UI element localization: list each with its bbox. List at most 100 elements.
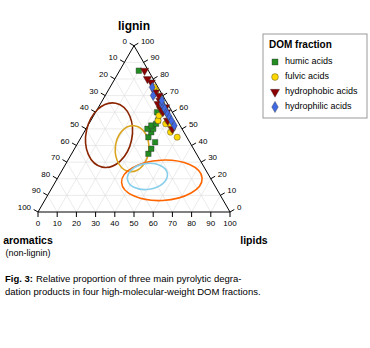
tick (38, 212, 39, 217)
tick (110, 76, 114, 79)
legend-marker (272, 74, 279, 81)
tick-label: 30 (208, 153, 217, 162)
right-axis-line (134, 46, 230, 212)
tick-label: 100 (223, 219, 237, 228)
grid-line (86, 128, 182, 129)
left-axis: 0 102030405060708090100 (18, 37, 134, 212)
point (146, 134, 151, 139)
tick (53, 176, 57, 179)
ellipse (80, 98, 139, 171)
grid-line (76, 79, 153, 212)
tick (230, 212, 231, 217)
point (143, 77, 151, 84)
left-axis-line (38, 46, 134, 212)
tick-label: 40 (80, 103, 89, 112)
legend-label: hydrophilic acids (285, 101, 352, 111)
legend-label: fulvic acids (285, 71, 330, 81)
tick-label: 20 (99, 70, 108, 79)
point (159, 95, 165, 105)
caption: Relative proportion of three main pyroly… (36, 273, 241, 284)
tick (182, 126, 186, 128)
tick (76, 212, 77, 217)
tick (34, 210, 38, 213)
grid-line (115, 112, 173, 212)
plot-area (80, 68, 203, 203)
ellipse (121, 158, 204, 202)
tick (62, 160, 66, 163)
tick-label: 10 (53, 219, 62, 228)
tick-label: 0 (36, 219, 41, 228)
ellipse (126, 161, 170, 192)
tick-label: 70 (168, 219, 177, 228)
series (136, 68, 161, 157)
axis-title: lipids (240, 234, 268, 246)
caption-label: Fig. 3: (5, 273, 33, 284)
grid-line (57, 62, 143, 212)
tick-label: 40 (199, 137, 208, 146)
tick-label: 10 (109, 53, 118, 62)
tick-label: 0 (237, 203, 242, 212)
tick-label: 70 (51, 153, 60, 162)
legend-label: hydrophobic acids (285, 86, 358, 96)
tick (43, 193, 47, 196)
tick (57, 212, 58, 217)
series (140, 68, 176, 133)
tick (134, 43, 138, 46)
ellipse (113, 124, 150, 173)
legend: DOM fraction humic acids fulvic acids hydro… (263, 34, 367, 118)
grid (48, 62, 221, 212)
grid-line (105, 96, 172, 212)
grid-line (67, 162, 96, 212)
series (149, 82, 177, 130)
legend-marker (270, 89, 279, 97)
tick (120, 60, 124, 63)
legend-box (263, 34, 367, 118)
tick-label: 100 (18, 203, 32, 212)
point (149, 82, 155, 92)
legend-label: humic acids (285, 56, 333, 66)
tick (101, 93, 105, 96)
tick-label: 90 (32, 186, 41, 195)
legend-marker (272, 101, 278, 112)
tick-label: 80 (41, 170, 50, 179)
tick (82, 126, 86, 128)
tick (95, 212, 96, 217)
legend-title: DOM fraction (269, 39, 332, 50)
caption: dation products in four high-molecular-w… (5, 286, 261, 297)
tick (172, 110, 176, 113)
tick-label: 50 (130, 219, 139, 228)
tick-label: 90 (206, 219, 215, 228)
point (174, 134, 180, 140)
grid-line (124, 62, 143, 63)
tick-label: 0 (123, 37, 128, 46)
tick (172, 212, 173, 217)
tick (72, 143, 76, 146)
right-axis: 0102030405060708090100 (134, 37, 242, 212)
tick (211, 176, 215, 179)
axis-title: aromatics (3, 234, 53, 246)
tick-label: 10 (227, 186, 236, 195)
tick (130, 43, 134, 46)
tick (230, 210, 234, 213)
tick (210, 212, 211, 217)
chart: 0102030405060708090100010203040506070809… (0, 0, 370, 348)
tick (114, 212, 115, 217)
tick (144, 60, 148, 63)
tick-label: 30 (89, 87, 98, 96)
tick (191, 212, 192, 217)
grid-line (48, 195, 58, 212)
tick-label: 100 (141, 37, 155, 46)
ellipses (80, 98, 203, 202)
tick-label: 60 (61, 137, 70, 146)
tick-label: 50 (70, 120, 79, 129)
tick (153, 212, 154, 217)
tick-label: 60 (179, 103, 188, 112)
tick (134, 212, 135, 217)
tick-label: 70 (170, 87, 179, 96)
tick-label: 20 (218, 170, 227, 179)
tick-label: 50 (189, 120, 198, 129)
point (152, 139, 157, 144)
tick (163, 93, 167, 96)
tick-label: 60 (149, 219, 158, 228)
point (146, 151, 151, 156)
